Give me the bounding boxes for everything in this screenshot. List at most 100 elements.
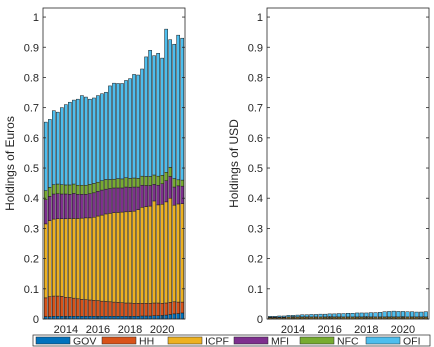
bar-icpf-2018Q3 (136, 209, 140, 304)
bar-hh-2014Q1 (64, 297, 68, 317)
bar-ofi-2020Q3 (168, 39, 172, 168)
bar-nfc-2014Q1 (64, 184, 68, 195)
bar-hh-2017Q2 (116, 302, 120, 317)
bar-ofi-2020Q3 (410, 311, 415, 318)
bar-hh-2015Q3 (88, 299, 92, 317)
bar-mfi-2019Q2 (148, 185, 152, 207)
bar-ofi-2013Q3 (56, 111, 60, 185)
bar-ofi-2017Q3 (120, 83, 124, 180)
bar-ofi-2016Q2 (100, 93, 104, 181)
x-tick-label: 2016 (86, 324, 110, 336)
bar-nfc-2014Q2 (68, 184, 72, 195)
bar-gov-2017Q1 (112, 316, 116, 320)
y-tick-label: 0.6 (248, 133, 263, 145)
bar-ofi-2016Q3 (336, 313, 341, 318)
legend-label-gov: GOV (73, 336, 96, 347)
bar-ofi-2020Q4 (414, 311, 419, 318)
bar-mfi-2018Q4 (140, 184, 144, 208)
bar-ofi-2019Q1 (382, 311, 387, 318)
y-tick-label: 0.3 (248, 223, 263, 235)
bar-icpf-2015Q2 (84, 217, 88, 300)
bar-mfi-2018Q3 (136, 186, 140, 210)
bar-mfi-2019Q1 (144, 185, 148, 207)
bar-gov-2014Q4 (76, 316, 80, 320)
bar-hh-2019Q1 (144, 303, 148, 317)
bar-nfc-2018Q4 (140, 175, 144, 186)
y-tick-label: 0.8 (248, 72, 263, 84)
bar-mfi-2018Q1 (128, 187, 132, 212)
bar-nfc-2017Q3 (120, 178, 124, 189)
bar-mfi-2017Q1 (112, 187, 116, 213)
bar-hh-2016Q4 (108, 301, 112, 317)
y-tick-label: 0.4 (248, 193, 263, 205)
bar-nfc-2016Q1 (96, 181, 100, 192)
y-tick-label: 0.2 (24, 254, 39, 266)
bar-ofi-2018Q3 (373, 312, 378, 318)
bar-icpf-2013Q4 (60, 218, 64, 297)
bar-icpf-2013Q3 (56, 218, 60, 297)
bar-mfi-2015Q4 (92, 192, 96, 218)
bar-mfi-2021Q1 (176, 185, 180, 205)
bar-nfc-2020Q4 (172, 178, 176, 188)
bar-gov-2018Q4 (140, 315, 144, 320)
bar-hh-2019Q4 (156, 302, 160, 316)
bar-ofi-2013Q4 (286, 315, 291, 318)
bar-gov-2014Q2 (68, 316, 72, 320)
x-tick-label: 2018 (118, 324, 142, 336)
legend: GOV HH ICPF MFI NFC OFI (32, 334, 431, 347)
bar-hh-2016Q1 (96, 300, 100, 317)
bar-mfi-2021Q2 (180, 185, 185, 204)
bar-hh-2015Q2 (84, 299, 88, 317)
bar-ofi-2014Q3 (72, 99, 76, 185)
bar-gov-2021Q1 (176, 313, 180, 320)
bar-nfc-2013Q4 (60, 184, 64, 195)
y-tick-label: 0.3 (24, 223, 39, 235)
bar-mfi-2012Q4 (43, 199, 48, 225)
bar-icpf-2019Q4 (156, 204, 160, 304)
bar-gov-2015Q2 (84, 316, 88, 320)
y-tick-label: 0.6 (24, 133, 39, 145)
bar-hh-2021Q2 (180, 301, 185, 314)
bar-mfi-2016Q1 (96, 191, 100, 217)
bar-icpf-2020Q2 (164, 201, 168, 304)
bar-nfc-2018Q2 (132, 177, 136, 188)
bar-ofi-2014Q2 (295, 314, 300, 318)
bar-ofi-2019Q4 (396, 311, 401, 318)
bar-hh-2016Q2 (100, 300, 104, 317)
bar-icpf-2017Q2 (116, 212, 120, 303)
bar-mfi-2018Q2 (132, 186, 136, 212)
bar-mfi-2013Q1 (48, 196, 52, 221)
x-tick-label: 2016 (317, 324, 341, 336)
bar-ofi-2013Q1 (48, 119, 52, 188)
bar-nfc-2020Q1 (160, 175, 164, 184)
bar-icpf-2014Q4 (76, 218, 80, 300)
y-tick-label: 1 (33, 12, 39, 24)
bar-ofi-2020Q4 (172, 43, 176, 179)
bar-nfc-2017Q2 (116, 178, 120, 189)
bars (268, 310, 428, 320)
bar-ofi-2015Q2 (313, 314, 318, 318)
bar-icpf-2021Q2 (180, 203, 185, 303)
bar-hh-2015Q4 (92, 300, 96, 317)
bar-nfc-2015Q3 (88, 184, 92, 194)
bar-nfc-2019Q3 (152, 174, 156, 185)
bar-hh-2018Q1 (128, 302, 132, 317)
bar-ofi-2019Q3 (391, 310, 396, 318)
bar-hh-2019Q2 (148, 303, 152, 317)
bar-icpf-2013Q1 (48, 220, 52, 297)
bar-gov-2015Q4 (92, 316, 96, 320)
bar-mfi-2020Q3 (168, 176, 172, 199)
bar-hh-2015Q1 (80, 299, 84, 317)
bar-nfc-2017Q1 (112, 178, 116, 189)
bar-nfc-2013Q1 (48, 187, 52, 197)
y-tick-label: 0.7 (248, 103, 263, 115)
bar-gov-2013Q3 (56, 316, 60, 320)
bar-ofi-2018Q4 (140, 68, 144, 177)
bar-icpf-2013Q2 (52, 218, 56, 297)
bar-nfc-2019Q4 (156, 175, 160, 186)
bar-hh-2014Q3 (72, 297, 76, 317)
bar-gov-2013Q4 (60, 316, 64, 320)
bar-mfi-2014Q1 (64, 193, 68, 220)
bar-icpf-2018Q4 (140, 207, 144, 304)
